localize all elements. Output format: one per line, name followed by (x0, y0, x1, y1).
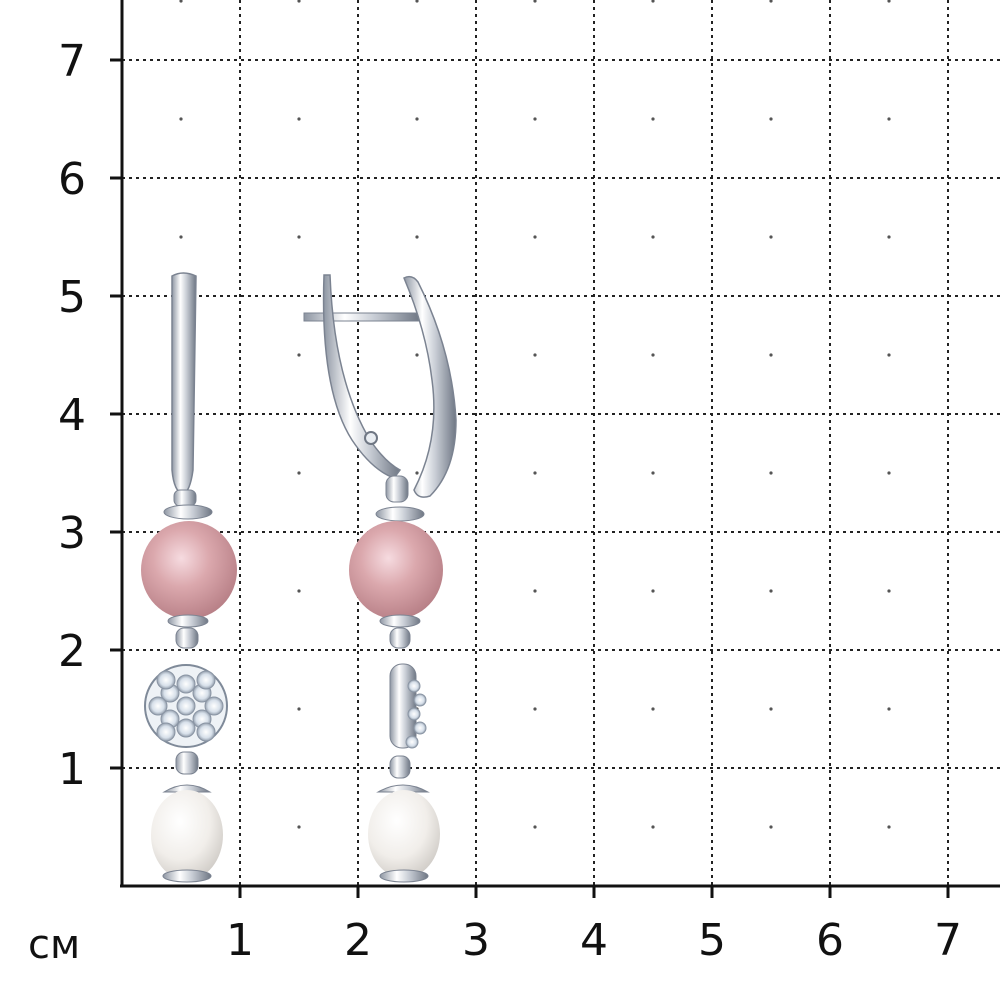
axes (120, 0, 1000, 888)
grid-dot (651, 825, 655, 829)
grid-dot (297, 353, 301, 357)
x-tick-label: 2 (344, 915, 372, 966)
x-tick-label: 1 (226, 915, 254, 966)
crystal-stone (176, 718, 196, 738)
grid-dot (769, 825, 773, 829)
grid-dot (415, 235, 419, 239)
x-tick-label: 5 (698, 915, 726, 966)
crystal-stone (196, 722, 216, 742)
grid-dot (769, 353, 773, 357)
grid-dot (887, 353, 891, 357)
crystal-stone (176, 696, 196, 716)
grid-dot (887, 235, 891, 239)
grid-dot (415, 353, 419, 357)
crystal-stone (204, 696, 224, 716)
crystal-stone (413, 721, 427, 735)
grid-dot (651, 0, 655, 3)
grid-dot (297, 707, 301, 711)
grid-dot (297, 825, 301, 829)
x-tick-label: 3 (462, 915, 490, 966)
grid-dot (887, 589, 891, 593)
crystal-stone (405, 735, 419, 749)
grid-dot (533, 825, 537, 829)
grid-dot (297, 235, 301, 239)
grid-dot (179, 117, 183, 121)
unit-label: см (28, 922, 80, 968)
grid-dot (769, 471, 773, 475)
y-tick-label: 3 (58, 508, 86, 559)
tick-labels: 1 2 3 4 5 6 7 1 2 3 4 5 6 7 (58, 36, 962, 966)
y-tick-label: 4 (58, 390, 86, 441)
y-tick-label: 6 (58, 154, 86, 205)
white-pearl (368, 790, 440, 878)
grid-dot (651, 707, 655, 711)
grid-dot (297, 589, 301, 593)
x-tick-label: 4 (580, 915, 608, 966)
grid-dot (415, 471, 419, 475)
grid-dot (769, 0, 773, 3)
grid-dot (533, 117, 537, 121)
grid-dot (533, 471, 537, 475)
x-tick-label: 6 (816, 915, 844, 966)
crystal-stone (148, 696, 168, 716)
grid-dot (533, 589, 537, 593)
earring-side-view (303, 274, 457, 883)
pink-pearl (141, 521, 237, 619)
white-pearl (151, 790, 223, 880)
grid-dot (769, 117, 773, 121)
crystal-disc-side (389, 663, 417, 749)
grid-dot (297, 0, 301, 3)
grid-dot (651, 235, 655, 239)
grid-dot (179, 235, 183, 239)
y-tick-label: 1 (58, 744, 86, 795)
grid-dot (415, 0, 419, 3)
crystal-stone (156, 670, 176, 690)
grid-dot (651, 471, 655, 475)
grid-dot (887, 0, 891, 3)
grid-dot (533, 0, 537, 3)
crystal-stone (407, 679, 421, 693)
x-tick-label: 7 (934, 915, 962, 966)
grid-dot (651, 117, 655, 121)
grid-dot (769, 589, 773, 593)
grid-dot (533, 353, 537, 357)
grid-dot (887, 471, 891, 475)
crystal-stone (156, 722, 176, 742)
y-tick-label: 2 (58, 626, 86, 677)
grid-dot (651, 589, 655, 593)
grid-dot (887, 117, 891, 121)
earring-front-view (141, 272, 237, 883)
grid-dot (887, 707, 891, 711)
grid-dot (533, 235, 537, 239)
grid-dot (297, 117, 301, 121)
grid-dot (769, 707, 773, 711)
grid-dot (887, 825, 891, 829)
y-tick-label: 7 (58, 36, 86, 87)
y-tick-label: 5 (58, 272, 86, 323)
grid-dot (769, 235, 773, 239)
crystal-stone (176, 674, 196, 694)
grid-dot (533, 707, 537, 711)
crystal-stone (196, 670, 216, 690)
grid-dot (651, 353, 655, 357)
crystal-stone (413, 693, 427, 707)
grid-dot (297, 471, 301, 475)
pink-pearl (349, 521, 443, 619)
grid-lines (122, 0, 1000, 886)
grid-dot (415, 117, 419, 121)
grid-dot (179, 0, 183, 3)
crystal-stone (407, 707, 421, 721)
